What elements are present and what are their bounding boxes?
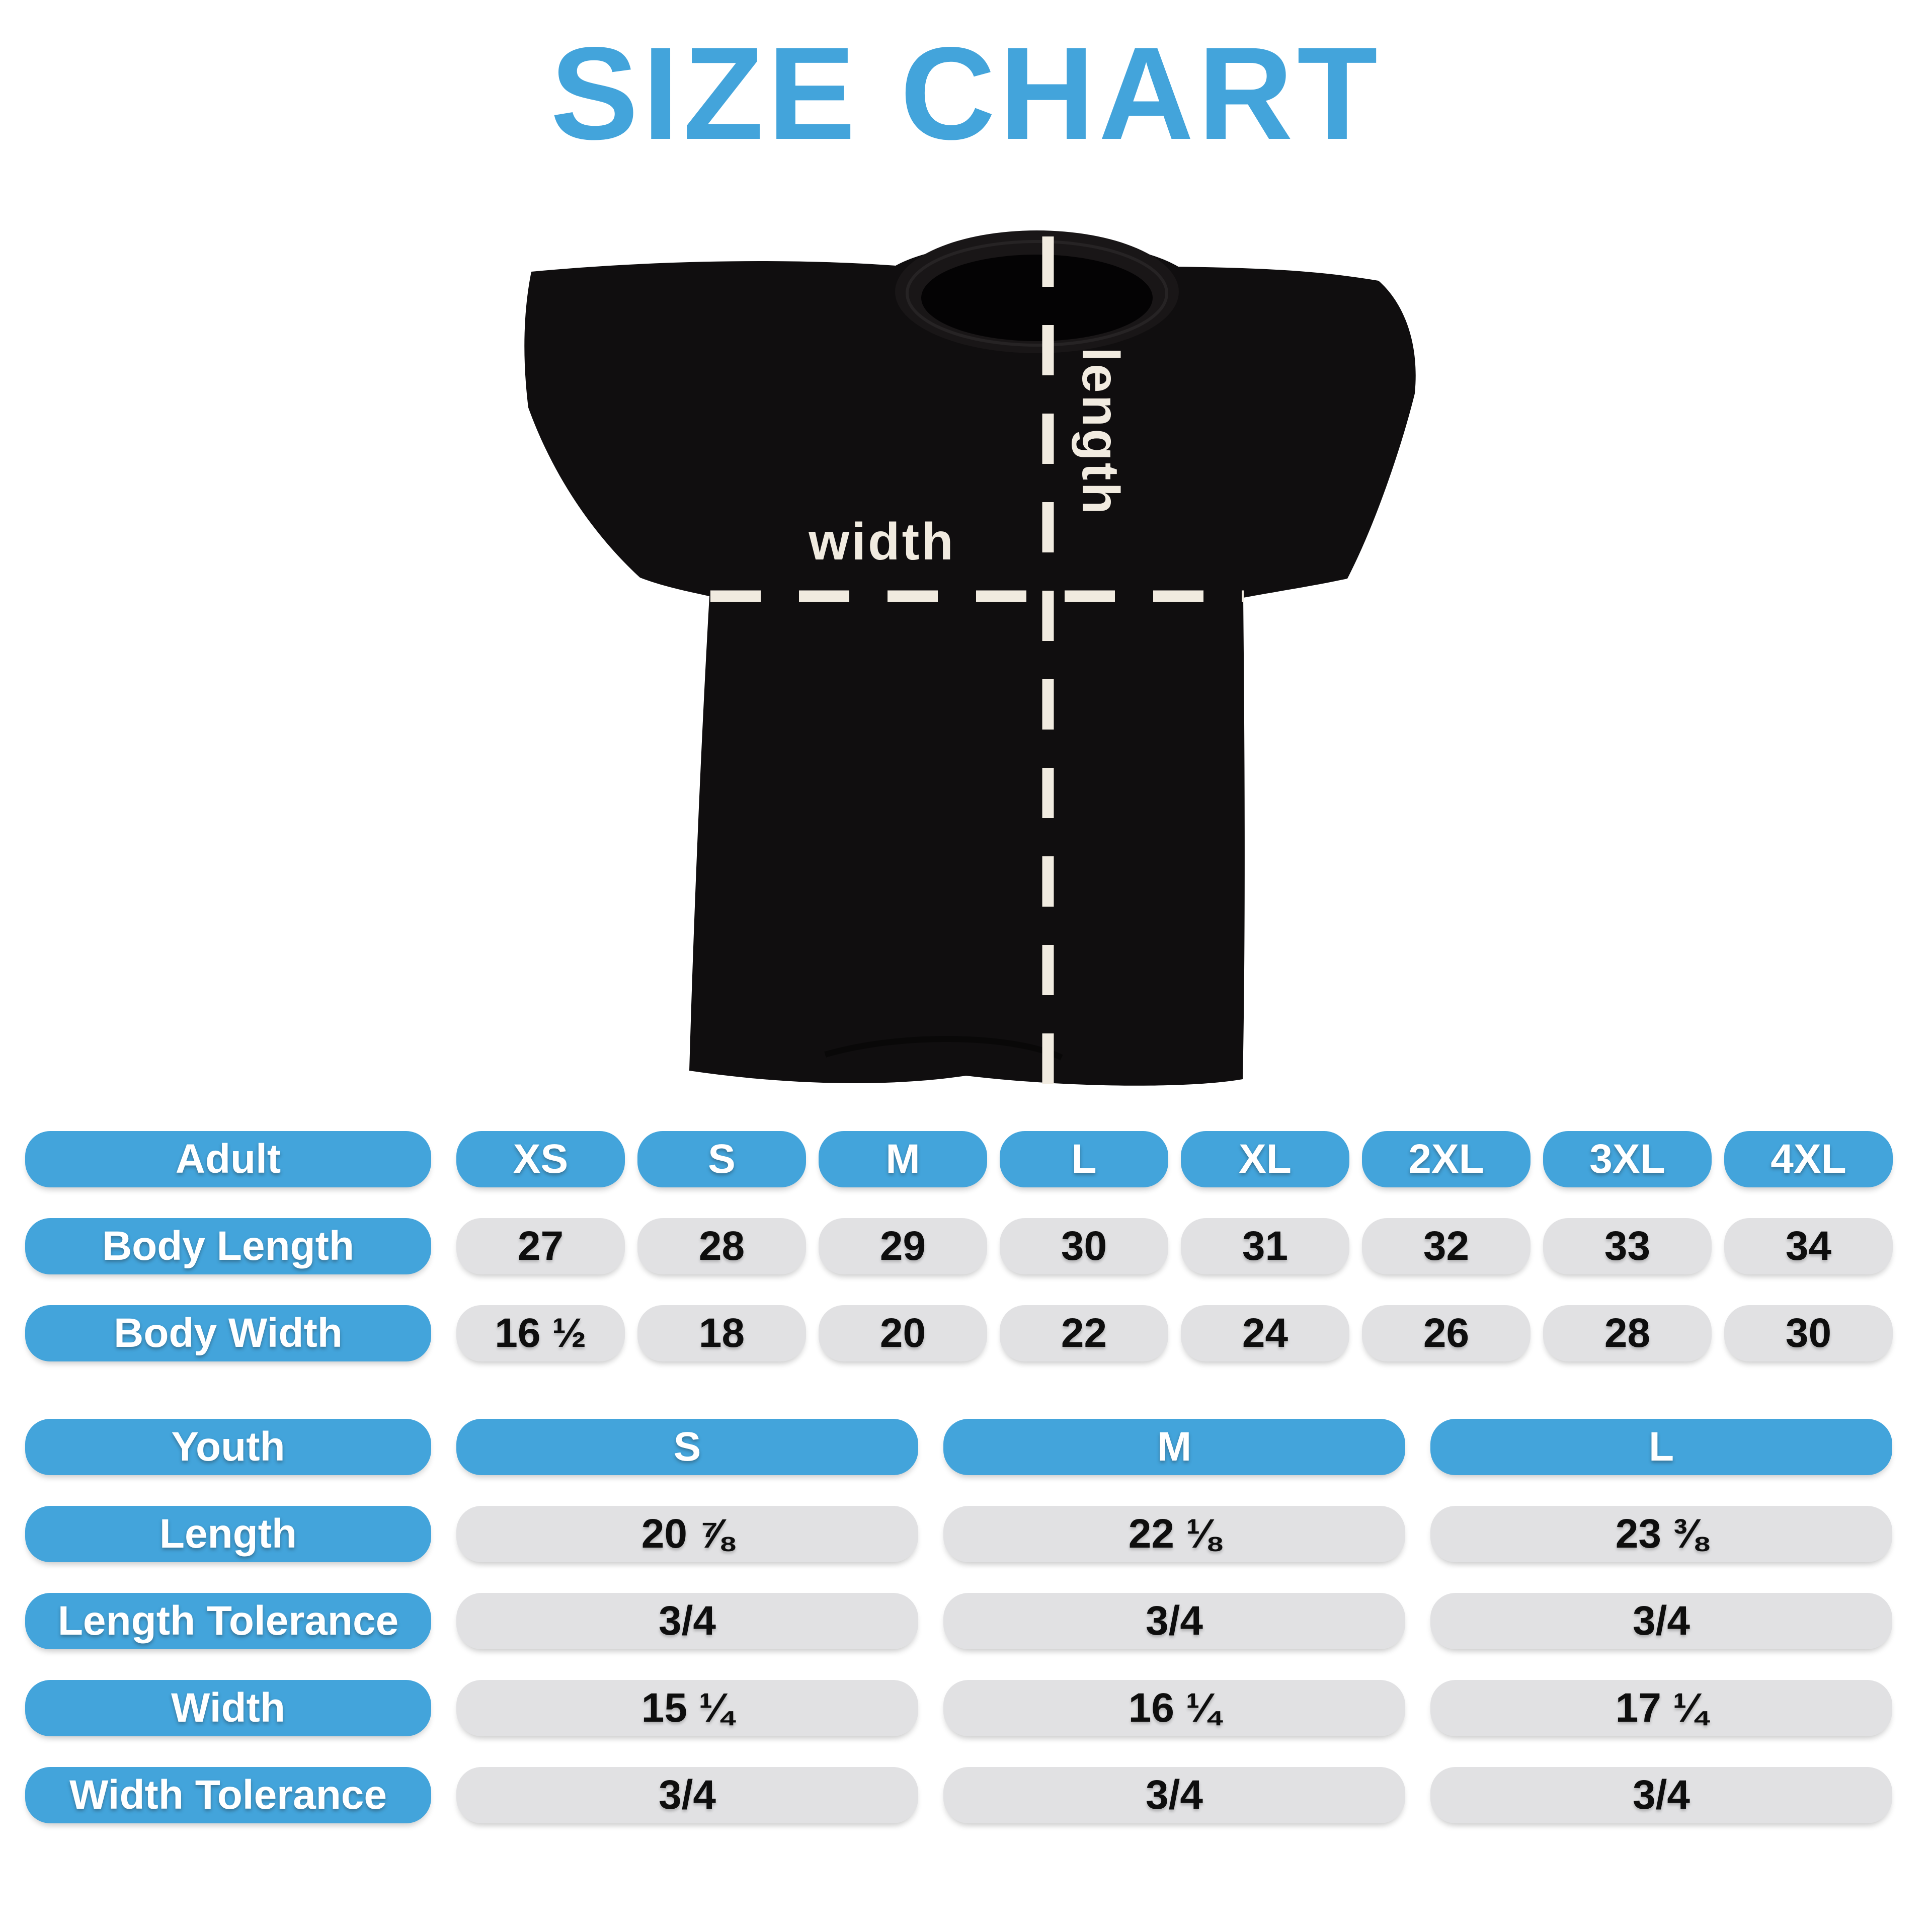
body-length-value-xl: 31 <box>1181 1218 1349 1274</box>
youth-width-value-m: 16 ¼ <box>943 1680 1405 1736</box>
body-length-value-xs: 27 <box>456 1218 625 1274</box>
adult-size-header-2xl: 2XL <box>1362 1131 1531 1187</box>
adult-size-header-3xl: 3XL <box>1543 1131 1712 1187</box>
body-length-value-s: 28 <box>637 1218 806 1274</box>
body-width-value-4xl: 30 <box>1724 1305 1893 1361</box>
youth-width-row: Width 15 ¼ 16 ¼ 17 ¼ <box>25 1680 1892 1736</box>
youth-size-header-m: M <box>943 1419 1405 1475</box>
page-title: SIZE CHART <box>550 20 1382 167</box>
body-length-value-2xl: 32 <box>1362 1218 1531 1274</box>
youth-header-row: Youth S M L <box>25 1419 1892 1475</box>
body-width-value-xs: 16 ½ <box>456 1305 625 1361</box>
tshirt-hem-wrinkle <box>824 1036 1063 1061</box>
youth-size-table: Youth S M L Length 20 ⅞ 22 ⅛ 23 ⅜ Length… <box>25 1419 1892 1823</box>
tshirt-neck-hole <box>921 255 1153 341</box>
adult-table-title: Adult <box>25 1131 431 1187</box>
body-width-value-s: 18 <box>637 1305 806 1361</box>
youth-length-tolerance-value-s: 3/4 <box>456 1593 918 1649</box>
adult-size-header-xs: XS <box>456 1131 625 1187</box>
length-label: length <box>1071 347 1130 516</box>
youth-length-row: Length 20 ⅞ 22 ⅛ 23 ⅜ <box>25 1506 1892 1562</box>
adult-body-width-row: Body Width 16 ½ 18 20 22 24 26 28 30 <box>25 1305 1893 1361</box>
row-label-width-tolerance: Width Tolerance <box>25 1767 431 1823</box>
adult-size-header-l: L <box>1000 1131 1168 1187</box>
body-length-value-l: 30 <box>1000 1218 1168 1274</box>
tshirt-illustration: width length <box>524 230 1416 1090</box>
adult-body-length-row: Body Length 27 28 29 30 31 32 33 34 <box>25 1218 1893 1274</box>
row-label-width: Width <box>25 1680 431 1736</box>
adult-header-row: Adult XS S M L XL 2XL 3XL 4XL <box>25 1131 1893 1187</box>
adult-size-header-4xl: 4XL <box>1724 1131 1893 1187</box>
adult-size-header-xl: XL <box>1181 1131 1349 1187</box>
youth-width-tolerance-value-l: 3/4 <box>1430 1767 1892 1823</box>
row-label-body-width: Body Width <box>25 1305 431 1361</box>
body-width-value-xl: 24 <box>1181 1305 1349 1361</box>
tshirt-silhouette <box>524 242 1416 1086</box>
body-width-value-2xl: 26 <box>1362 1305 1531 1361</box>
youth-width-tolerance-value-s: 3/4 <box>456 1767 918 1823</box>
adult-size-table: Adult XS S M L XL 2XL 3XL 4XL Body Lengt… <box>25 1131 1893 1361</box>
youth-length-value-l: 23 ⅜ <box>1430 1506 1892 1562</box>
width-label: width <box>808 513 955 571</box>
body-length-value-3xl: 33 <box>1543 1218 1712 1274</box>
adult-size-header-m: M <box>819 1131 987 1187</box>
youth-length-tolerance-row: Length Tolerance 3/4 3/4 3/4 <box>25 1593 1892 1649</box>
body-width-value-3xl: 28 <box>1543 1305 1712 1361</box>
row-label-body-length: Body Length <box>25 1218 431 1274</box>
youth-length-tolerance-value-m: 3/4 <box>943 1593 1405 1649</box>
youth-table-title: Youth <box>25 1419 431 1475</box>
youth-width-value-l: 17 ¼ <box>1430 1680 1892 1736</box>
youth-length-tolerance-value-l: 3/4 <box>1430 1593 1892 1649</box>
youth-width-tolerance-value-m: 3/4 <box>943 1767 1405 1823</box>
youth-width-value-s: 15 ¼ <box>456 1680 918 1736</box>
row-label-length: Length <box>25 1506 431 1562</box>
youth-width-tolerance-row: Width Tolerance 3/4 3/4 3/4 <box>25 1767 1892 1823</box>
adult-size-header-s: S <box>637 1131 806 1187</box>
youth-size-header-l: L <box>1430 1419 1892 1475</box>
tshirt-diagram: width length <box>523 226 1424 1092</box>
youth-length-value-s: 20 ⅞ <box>456 1506 918 1562</box>
youth-size-header-s: S <box>456 1419 918 1475</box>
tshirt-collar-stitch <box>906 240 1168 347</box>
body-length-value-m: 29 <box>819 1218 987 1274</box>
body-width-value-m: 20 <box>819 1305 987 1361</box>
row-label-length-tolerance: Length Tolerance <box>25 1593 431 1649</box>
body-length-value-4xl: 34 <box>1724 1218 1893 1274</box>
youth-length-value-m: 22 ⅛ <box>943 1506 1405 1562</box>
body-width-value-l: 22 <box>1000 1305 1168 1361</box>
